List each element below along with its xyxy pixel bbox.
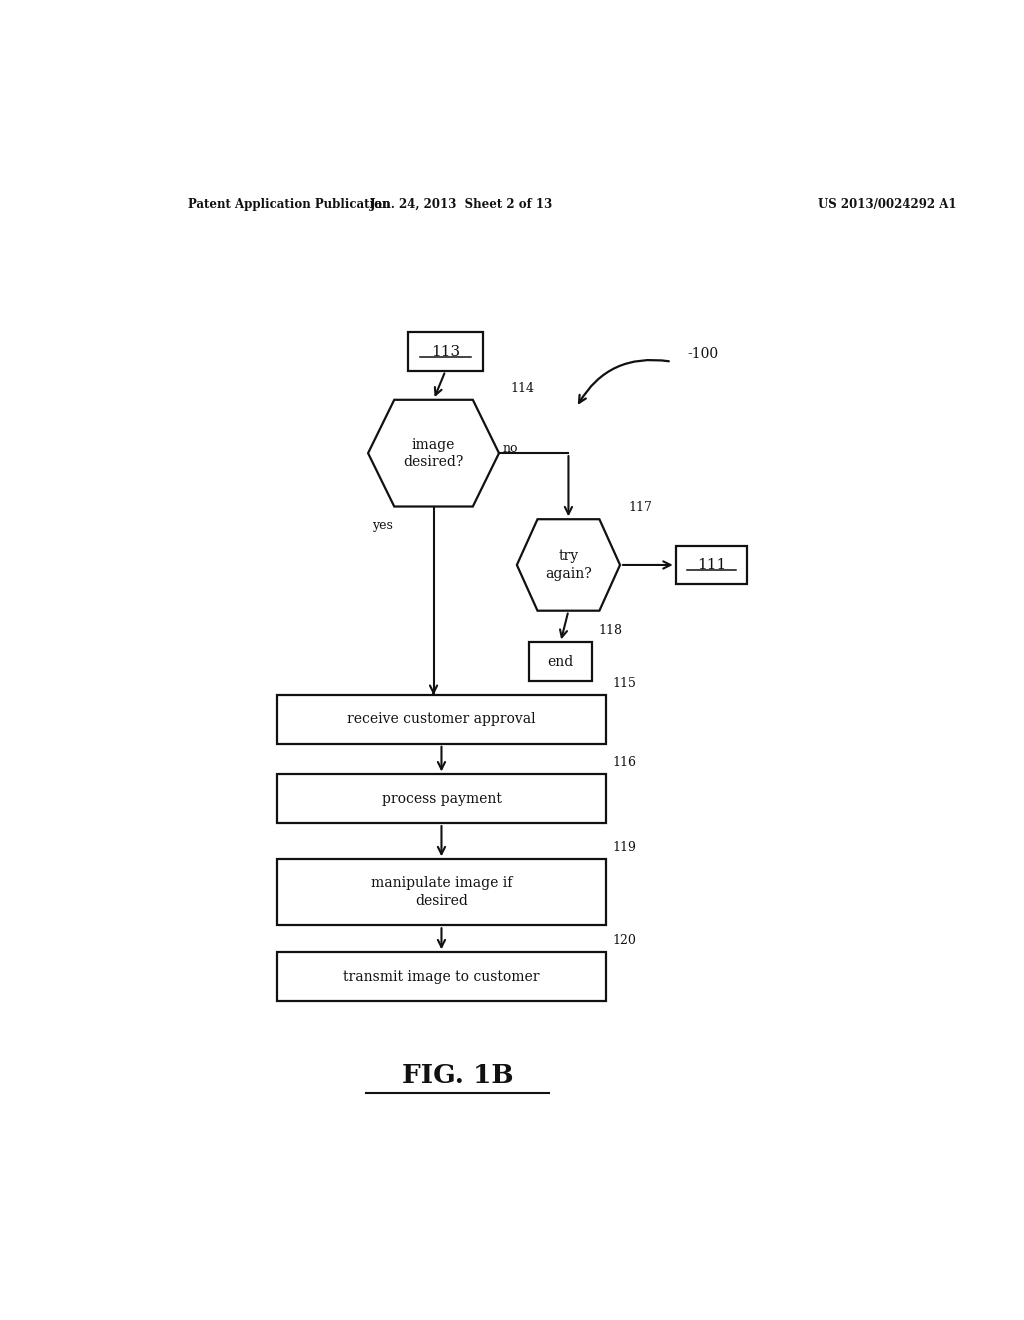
Text: no: no [503,442,518,454]
Text: 120: 120 [612,935,636,948]
Text: manipulate image if
desired: manipulate image if desired [371,876,512,908]
Text: try
again?: try again? [545,549,592,581]
Text: 111: 111 [696,558,726,572]
Text: Jan. 24, 2013  Sheet 2 of 13: Jan. 24, 2013 Sheet 2 of 13 [370,198,553,211]
Text: 115: 115 [612,677,636,690]
Text: 119: 119 [612,841,636,854]
Text: 116: 116 [612,756,637,770]
Text: -100: -100 [687,347,719,360]
Text: Patent Application Publication: Patent Application Publication [187,198,390,211]
Text: image
desired?: image desired? [403,437,464,469]
Text: 117: 117 [628,502,652,515]
Text: 114: 114 [511,381,535,395]
Text: 113: 113 [431,345,460,359]
Text: FIG. 1B: FIG. 1B [401,1063,513,1088]
Text: yes: yes [372,519,393,532]
Text: US 2013/0024292 A1: US 2013/0024292 A1 [818,198,957,211]
Text: process payment: process payment [382,792,502,805]
Text: end: end [548,655,573,668]
Text: 118: 118 [599,624,623,638]
Text: receive customer approval: receive customer approval [347,713,536,726]
Text: transmit image to customer: transmit image to customer [343,970,540,983]
